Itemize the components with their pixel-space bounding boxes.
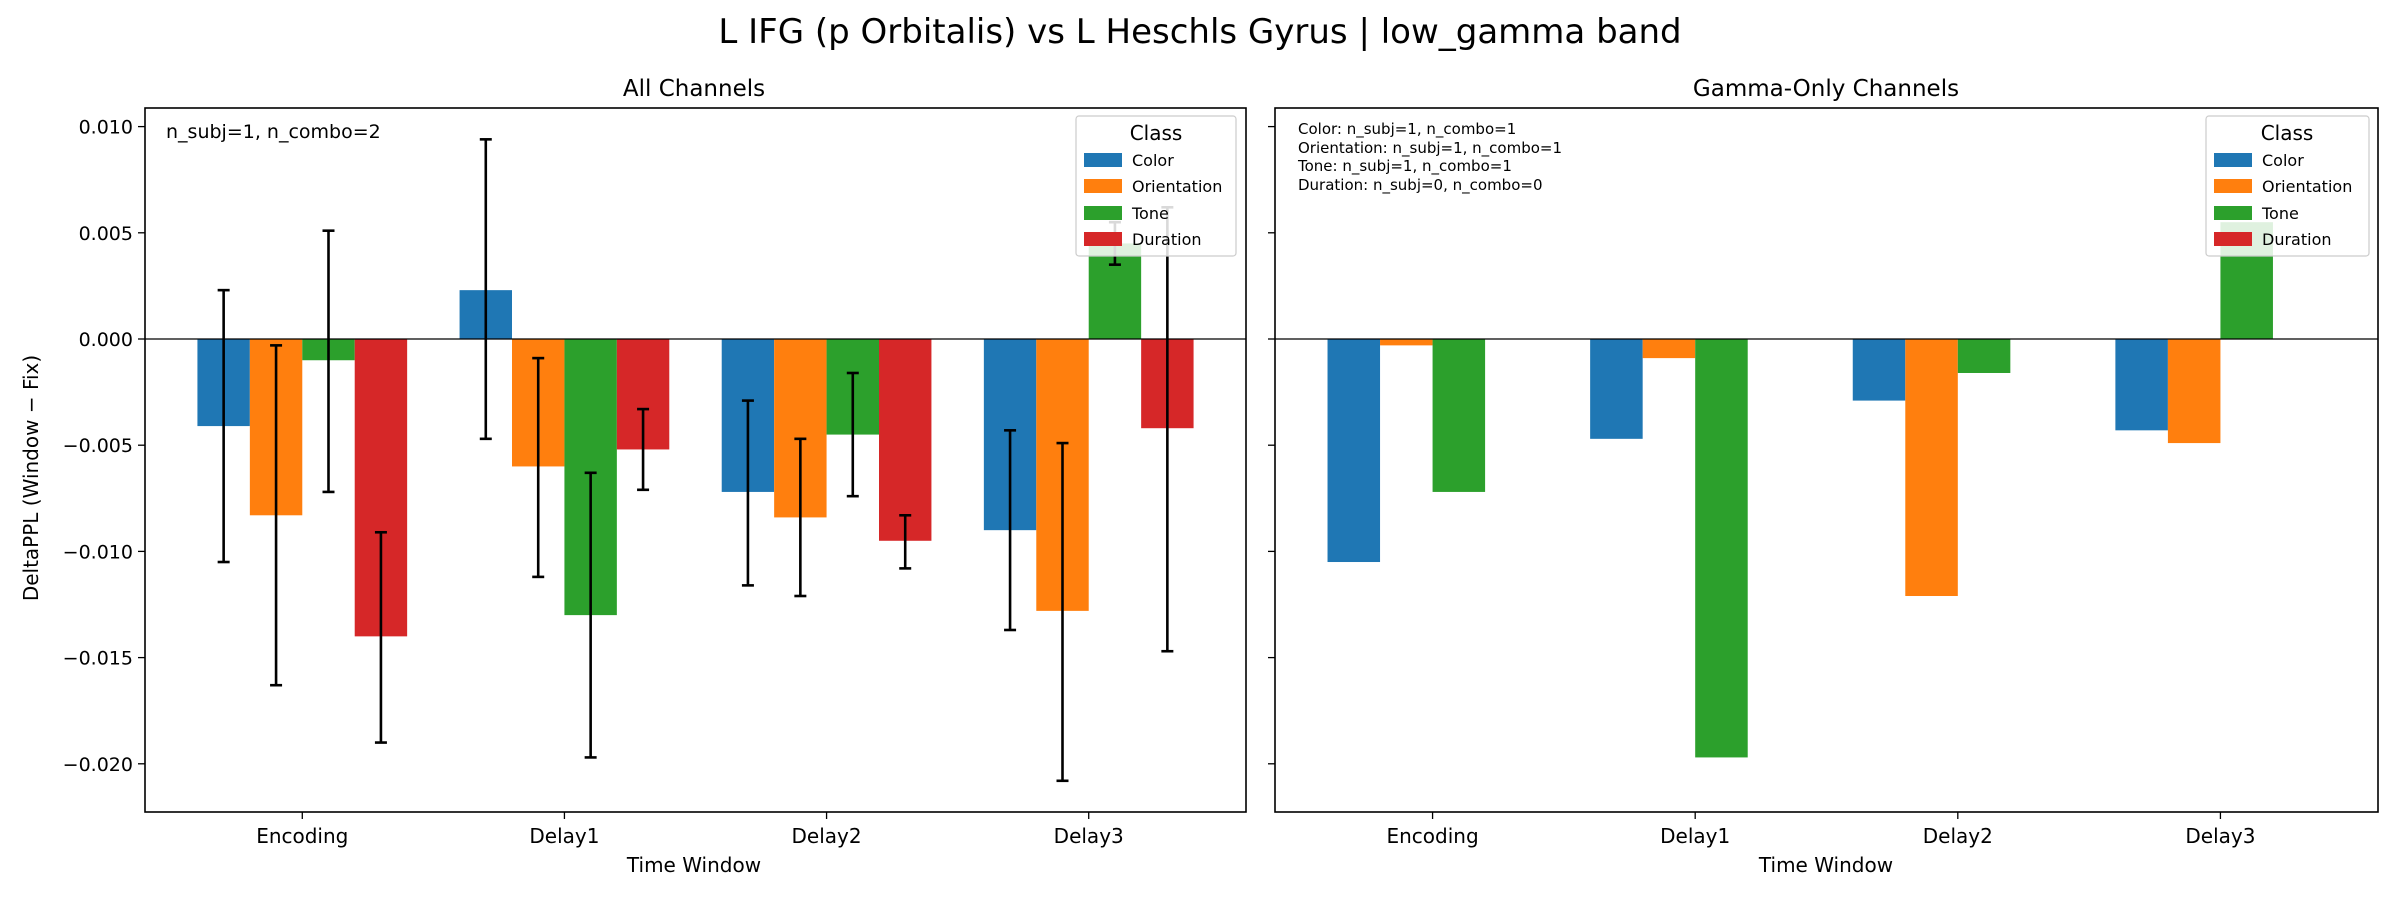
- x-tick-label: Delay1: [1660, 824, 1730, 848]
- panel-title: All Channels: [623, 76, 765, 102]
- error-bar-tone-delay2: [846, 371, 859, 498]
- error-bar-duration-delay3: [1161, 206, 1174, 653]
- annotation-line: n_subj=1, n_combo=2: [166, 121, 381, 143]
- x-tick-label: Delay3: [1054, 824, 1124, 848]
- plot-frame: [1274, 107, 2379, 813]
- error-bar-duration-delay2: [899, 513, 912, 570]
- x-axis-label: Time Window: [626, 853, 761, 877]
- x-ticks: Encoding Delay1 Delay2 Delay3: [256, 812, 1124, 848]
- bar-duration-delay2: [879, 339, 932, 541]
- x-tick-label: Delay2: [792, 824, 862, 848]
- legend-title: Class: [2261, 121, 2314, 145]
- legend-box: [2205, 115, 2370, 257]
- x-tick-label: Encoding: [256, 824, 348, 848]
- error-bars: [217, 138, 1174, 783]
- y-tick-label: −0.005: [63, 435, 133, 457]
- annotation-line: Tone: n_subj=1, n_combo=1: [1297, 157, 1512, 176]
- annotation: n_subj=1, n_combo=2: [166, 121, 381, 143]
- error-bar-tone-delay1: [584, 471, 597, 759]
- bar-color-delay2: [1852, 339, 1906, 401]
- legend-swatch-tone: [1084, 206, 1122, 220]
- error-bar-color-delay2: [741, 399, 754, 587]
- bar-orientation-delay2: [1905, 339, 1958, 597]
- legend-label-color: Color: [1132, 151, 1174, 170]
- y-tick-label: −0.015: [63, 648, 133, 670]
- error-bar-orientation-delay1: [532, 356, 545, 579]
- error-bar-color-encoding: [217, 288, 230, 564]
- plot-frame: [144, 107, 1247, 813]
- y-ticks: 0.010 0.005 0.000 −0.005 −0.010 −0.015 −0.020: [63, 117, 145, 776]
- legend-label-tone: Tone: [1131, 204, 1169, 223]
- x-tick-label: Encoding: [1386, 824, 1478, 848]
- bars: [197, 243, 1194, 637]
- bar-color-delay1: [1590, 339, 1643, 439]
- legend-box: [1075, 115, 1237, 257]
- y-tick-label: 0.000: [79, 329, 133, 351]
- bar-color-delay3: [2115, 339, 2168, 431]
- annotation-line: Orientation: n_subj=1, n_combo=1: [1298, 139, 1562, 158]
- legend-label-orientation: Orientation: [1132, 177, 1222, 196]
- bar-tone-encoding: [1432, 339, 1486, 492]
- error-bar-tone-encoding: [322, 229, 335, 494]
- legend-swatch-color: [2214, 153, 2252, 167]
- figure-title: L IFG (p Orbitalis) vs L Heschls Gyrus |…: [718, 12, 1681, 52]
- legend-swatch-orientation: [1084, 179, 1122, 193]
- bar-tone-delay2: [1957, 339, 2011, 373]
- x-ticks: Encoding Delay1 Delay2 Delay3: [1386, 812, 2255, 848]
- legend-label-orientation: Orientation: [2262, 177, 2352, 196]
- legend-swatch-orientation: [2214, 179, 2252, 193]
- y-ticks: [1268, 125, 1275, 765]
- error-bar-orientation-encoding: [270, 344, 283, 687]
- y-axis-label: DeltaPPL (Window − Fix): [19, 355, 43, 601]
- legend-swatch-tone: [2214, 206, 2252, 220]
- error-bar-duration-delay1: [637, 407, 650, 492]
- error-bar-color-delay3: [1004, 429, 1017, 632]
- annotation: Color: n_subj=1, n_combo=1 Orientation: …: [1297, 120, 1562, 195]
- legend-swatch-duration: [1084, 232, 1122, 246]
- y-tick-label: −0.010: [63, 541, 133, 563]
- legend-swatch-color: [1084, 153, 1122, 167]
- legend: Class Color Orientation Tone Duration: [2205, 115, 2370, 257]
- x-tick-label: Delay2: [1923, 824, 1993, 848]
- legend: Class Color Orientation Tone Duration: [1075, 115, 1237, 257]
- panel-gamma-only-channels: Gamma-Only Channels Time Window Encoding…: [1268, 76, 2379, 877]
- x-tick-label: Delay1: [529, 824, 599, 848]
- legend-label-tone: Tone: [2261, 204, 2299, 223]
- error-bar-orientation-delay3: [1056, 441, 1069, 783]
- legend-label-color: Color: [2262, 151, 2304, 170]
- bar-tone-delay1: [1695, 339, 1748, 758]
- panel-title: Gamma-Only Channels: [1693, 76, 1959, 102]
- error-bar-orientation-delay2: [794, 437, 807, 598]
- legend-label-duration: Duration: [2262, 230, 2332, 249]
- x-tick-label: Delay3: [2185, 824, 2255, 848]
- bar-orientation-encoding: [1380, 339, 1433, 346]
- legend-label-duration: Duration: [1132, 230, 1202, 249]
- y-tick-label: 0.005: [79, 223, 133, 245]
- bar-orientation-delay1: [1642, 339, 1696, 359]
- panel-all-channels: All Channels DeltaPPL (Window − Fix) Tim…: [19, 76, 1247, 877]
- bars: [1327, 222, 2273, 758]
- x-axis-label: Time Window: [1758, 853, 1893, 877]
- error-bar-color-delay1: [479, 138, 492, 441]
- y-tick-label: −0.020: [63, 754, 133, 776]
- y-tick-label: 0.010: [79, 117, 133, 139]
- bar-color-encoding: [1327, 339, 1381, 563]
- bar-orientation-delay3: [2167, 339, 2221, 444]
- annotation-line: Duration: n_subj=0, n_combo=0: [1298, 176, 1543, 195]
- legend-title: Class: [1130, 121, 1183, 145]
- annotation-line: Color: n_subj=1, n_combo=1: [1298, 120, 1516, 139]
- legend-swatch-duration: [2214, 232, 2252, 246]
- error-bar-duration-encoding: [374, 530, 387, 744]
